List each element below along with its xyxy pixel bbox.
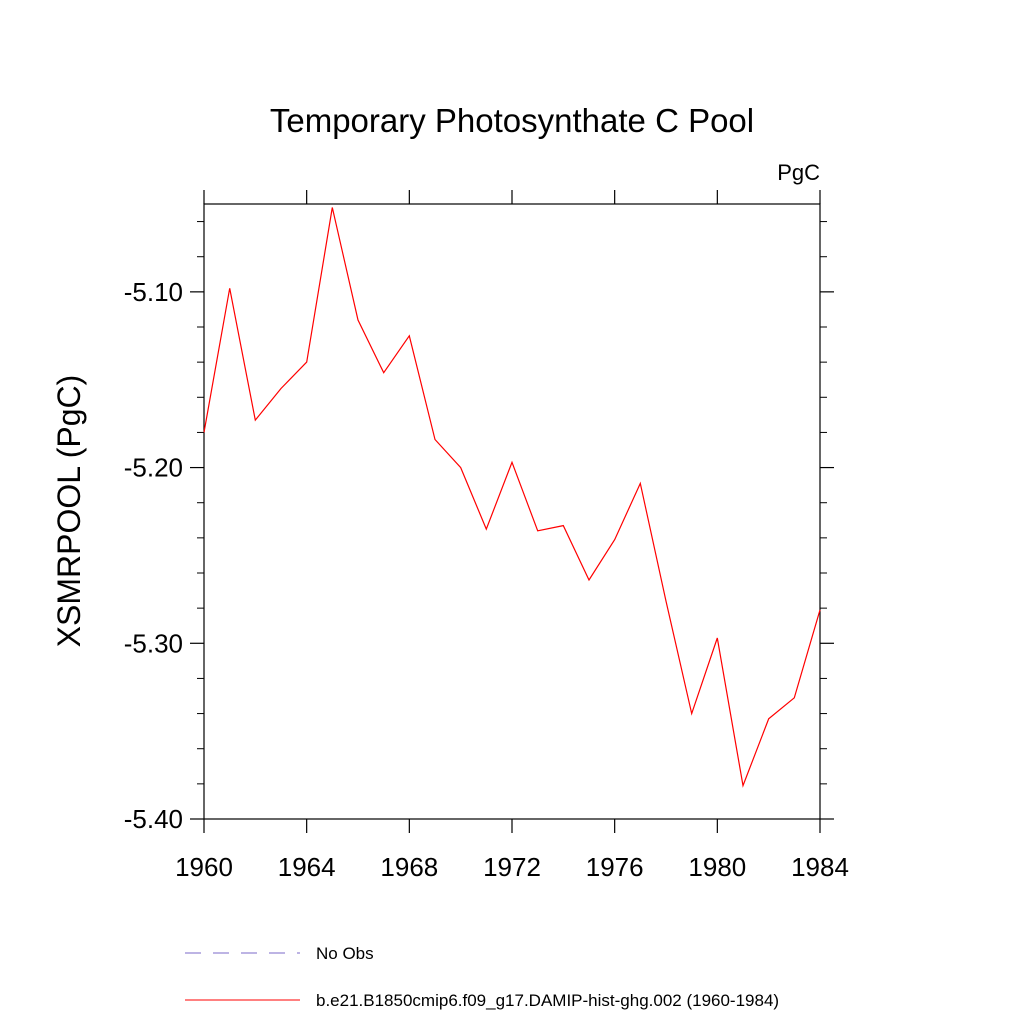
plot-lines	[203, 207, 821, 788]
y-tick-label: -5.40	[124, 804, 183, 834]
legend-label-no-obs: No Obs	[316, 944, 374, 963]
x-tick-labels: 1960 1964 1968 1972 1976 1980 1984	[175, 852, 849, 882]
x-tick-label: 1960	[175, 852, 233, 882]
series-line	[203, 207, 821, 788]
y-tick-label: -5.10	[124, 277, 183, 307]
axis-ticks	[190, 190, 834, 833]
x-tick-label: 1968	[380, 852, 438, 882]
x-tick-label: 1984	[791, 852, 849, 882]
legend-label-model: b.e21.B1850cmip6.f09_g17.DAMIP-hist-ghg.…	[316, 991, 779, 1010]
plot-frame	[203, 203, 821, 820]
y-tick-labels: -5.40 -5.30 -5.20 -5.10	[124, 277, 183, 834]
y-tick-label: -5.20	[124, 453, 183, 483]
x-tick-label: 1964	[278, 852, 336, 882]
units-label: PgC	[777, 160, 820, 185]
y-tick-label: -5.30	[124, 628, 183, 658]
x-tick-label: 1980	[688, 852, 746, 882]
legend: No Obs b.e21.B1850cmip6.f09_g17.DAMIP-hi…	[185, 944, 779, 1010]
x-tick-label: 1976	[586, 852, 644, 882]
x-tick-label: 1972	[483, 852, 541, 882]
y-axis-label: XSMRPOOL (PgC)	[51, 375, 87, 648]
chart-title: Temporary Photosynthate C Pool	[270, 102, 754, 139]
